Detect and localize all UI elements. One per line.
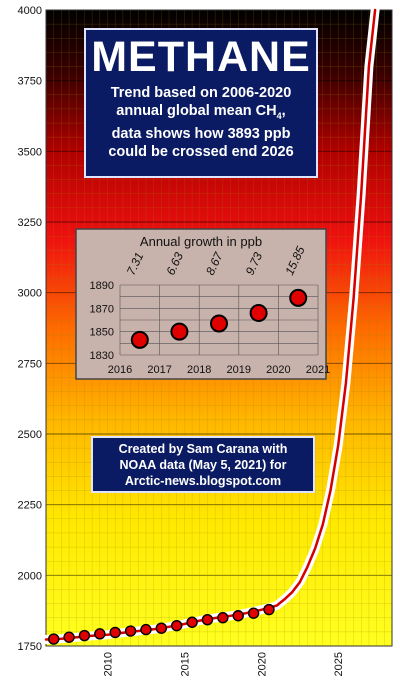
inset-y-ticks: 1830 1850 1870 1890 (90, 280, 114, 362)
y-tick-label: 2250 (18, 500, 42, 512)
y-tick-label: 3250 (18, 217, 42, 229)
data-point (217, 612, 229, 624)
inset-points (130, 288, 308, 349)
inset-data-point (130, 330, 149, 349)
annual-mean-points (47, 603, 275, 645)
subtitle-line-3: data shows how 3893 ppb (111, 125, 291, 142)
y-tick-label: 3750 (18, 76, 42, 88)
inset-x-tick-label: 2016 (108, 364, 132, 376)
y-tick-label: 2000 (18, 570, 42, 582)
y-axis-ticks: 1750 2000 2250 2500 2750 3000 3250 3500 3750 4000 (18, 5, 42, 653)
inset-data-point (289, 288, 308, 307)
data-point (171, 619, 183, 632)
inset-y-tick-label: 1830 (90, 350, 114, 362)
inset-data-point (249, 304, 268, 322)
inset-x-tick-label: 2020 (266, 364, 290, 376)
data-point (247, 607, 260, 619)
inset-chart: Annual growth in ppb 1830 1850 1870 1890 20… (75, 228, 330, 380)
data-point (94, 628, 106, 640)
data-point (263, 603, 275, 616)
y-tick-label: 4000 (18, 5, 42, 17)
data-point (78, 629, 91, 642)
chart-title: METHANE (91, 33, 311, 81)
y-tick-label: 2750 (18, 358, 42, 370)
chart-subtitle: Trend based on 2006-2020 annual global m… (86, 80, 316, 161)
data-point (186, 616, 198, 628)
x-axis-ticks: 2010 2015 2020 2025 (103, 652, 346, 676)
subtitle-line-1: Trend based on 2006-2020 (110, 85, 292, 101)
inset-x-tick-label: 2021 (306, 364, 330, 376)
inset-background (75, 228, 327, 380)
y-tick-label: 1750 (18, 641, 42, 653)
credit-line-3: Arctic-news.blogspot.com (124, 474, 282, 488)
inset-x-tick-label: 2019 (227, 364, 251, 376)
y-tick-label: 3500 (18, 146, 42, 158)
data-point (109, 626, 121, 639)
data-point (155, 622, 168, 634)
data-point (201, 614, 214, 626)
plot-frame (45, 9, 393, 647)
inset-y-tick-label: 1850 (90, 327, 114, 339)
y-tick-label: 3000 (18, 288, 42, 300)
data-point (63, 631, 75, 643)
inset-title: Annual growth in ppb (140, 234, 262, 249)
credit-box: Created by Sam Carana with NOAA data (Ma… (91, 436, 315, 493)
inset-x-tick-label: 2017 (147, 364, 171, 376)
y-tick-label: 2500 (18, 429, 42, 441)
subtitle-line-2: annual global mean CH4, (116, 103, 286, 121)
data-point (140, 623, 152, 636)
subtitle-subscript: 4 (276, 110, 282, 121)
credit-line-2: NOAA data (May 5, 2021) for (119, 458, 287, 472)
inset-y-tick-label: 1870 (90, 303, 114, 315)
inset-data-point (210, 314, 228, 333)
x-tick-label: 2010 (103, 652, 115, 676)
inset-x-tick-label: 2018 (187, 364, 211, 376)
data-point (47, 633, 60, 645)
subtitle-line-2-text: annual global mean CH (116, 103, 277, 119)
inset-data-point (170, 322, 189, 341)
data-point (124, 625, 137, 637)
x-tick-label: 2025 (333, 652, 345, 676)
x-tick-label: 2015 (179, 652, 191, 676)
inset-y-tick-label: 1890 (90, 280, 114, 292)
x-tick-label: 2020 (256, 652, 268, 676)
subtitle-line-4: could be crossed end 2026 (108, 143, 294, 160)
credit-line-1: Created by Sam Carana with (118, 442, 288, 456)
title-box: METHANE Trend based on 2006-2020 annual … (84, 28, 318, 178)
inset-x-ticks: 2016 2017 2018 2019 2020 2021 (108, 364, 330, 376)
data-point (232, 610, 244, 622)
